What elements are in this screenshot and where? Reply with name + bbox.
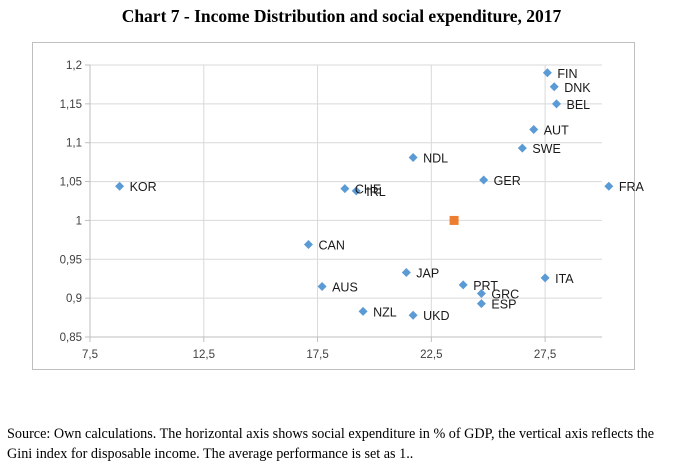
point-label-esp: ESP <box>491 298 516 312</box>
data-point-jap <box>401 267 411 277</box>
y-tick-label: 1 <box>76 215 82 227</box>
source-caption: Source: Own calculations. The horizontal… <box>7 426 655 462</box>
point-label-aus: AUS <box>332 280 358 294</box>
gridlines <box>90 64 602 337</box>
data-point-ger <box>479 175 489 185</box>
point-label-irl: IRL <box>366 185 386 199</box>
point-label-swe: SWE <box>532 142 560 156</box>
data-point-aus <box>317 281 327 291</box>
data-point-ndl <box>408 152 418 162</box>
x-tick-label: 12,5 <box>193 349 215 361</box>
y-tick-label: 1,1 <box>66 138 82 150</box>
y-tick-label: 0,85 <box>60 332 82 344</box>
data-point-grc <box>476 288 486 298</box>
data-point-fra <box>604 181 614 191</box>
average-marker <box>449 215 459 225</box>
point-label-nzl: NZL <box>373 305 397 319</box>
point-label-bel: BEL <box>566 98 590 112</box>
y-tick-label: 1,2 <box>66 60 82 72</box>
data-point-dnk <box>549 82 559 92</box>
data-point-prt <box>458 280 468 290</box>
data-point-bel <box>551 99 561 109</box>
data-point-kor <box>115 181 125 191</box>
point-label-dnk: DNK <box>564 81 591 95</box>
point-label-che: CHE <box>355 183 381 197</box>
data-point-esp <box>476 299 486 309</box>
axes <box>85 64 602 342</box>
y-tick-label: 0,9 <box>66 293 82 305</box>
point-label-fra: FRA <box>619 180 645 194</box>
data-point-aut <box>529 125 539 135</box>
point-label-jap: JAP <box>416 266 439 280</box>
x-tick-label: 22,5 <box>420 349 442 361</box>
point-label-kor: KOR <box>130 180 157 194</box>
data-point-nzl <box>358 306 368 316</box>
point-label-aut: AUT <box>544 124 569 138</box>
point-label-fin: FIN <box>557 67 577 81</box>
data-point-irl <box>351 186 361 196</box>
y-tick-label: 1,05 <box>60 177 82 189</box>
chart-title: Chart 7 - Income Distribution and social… <box>121 6 562 26</box>
point-label-ita: ITA <box>555 272 574 286</box>
y-tick-label: 1,15 <box>60 99 82 111</box>
data-point-fin <box>542 68 552 78</box>
tick-labels: 0,85 0,9 0,95 1 1,05 1,1 1,15 1,2 7,5 12,5 17,5 22,… <box>60 60 557 361</box>
data-point-can <box>303 240 313 250</box>
data-point-ita <box>540 273 550 283</box>
point-label-ukd: UKD <box>423 309 449 323</box>
data-point-ukd <box>408 310 418 320</box>
x-tick-label: 7,5 <box>82 349 98 361</box>
point-label-ger: GER <box>494 174 521 188</box>
data-points <box>115 68 614 320</box>
point-label-grc: GRC <box>491 287 519 301</box>
point-label-can: CAN <box>318 239 344 253</box>
y-tick-label: 0,95 <box>60 254 82 266</box>
point-label-prt: PRT <box>473 279 498 293</box>
x-tick-label: 17,5 <box>306 349 328 361</box>
point-label-ndl: NDL <box>423 151 448 165</box>
data-point-che <box>340 184 350 194</box>
chart-border <box>32 42 635 370</box>
data-point-swe <box>517 143 527 153</box>
x-tick-label: 27,5 <box>534 349 556 361</box>
